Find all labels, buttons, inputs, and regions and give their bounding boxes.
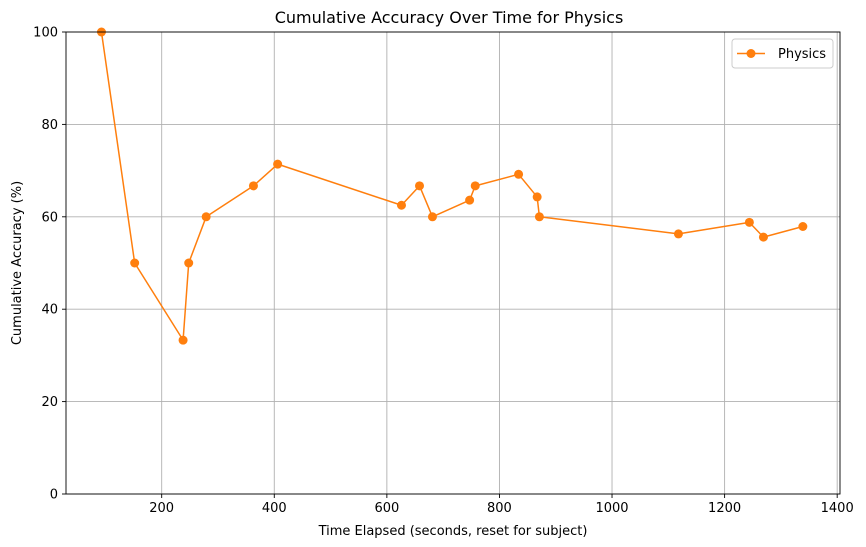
y-axis-label: Cumulative Accuracy (%) [10,181,25,345]
x-tick-label: 800 [487,501,512,516]
ticks-layer: 200 400 600 800 1000 1200 1400 0 20 40 60 80 100 [33,26,854,517]
series-line [100,31,804,341]
series-layer [96,27,808,345]
data-point [396,200,406,210]
grid-layer [66,31,840,495]
legend-label: Physics [778,47,826,62]
plot-frame [65,31,841,495]
data-point [532,192,542,202]
data-point [798,222,808,232]
y-tick-label: 60 [41,210,58,225]
x-axis-label: Time Elapsed (seconds, reset for subject… [318,524,588,539]
x-tick-label: 1200 [708,501,741,516]
legend: Physics [731,38,834,69]
y-tick-label: 0 [50,488,58,503]
x-tick-label: 400 [262,501,287,516]
data-point [415,181,425,191]
x-tick-label: 600 [374,501,399,516]
data-point [201,212,211,222]
x-tick-label: 1400 [821,501,854,516]
data-point [427,212,437,222]
data-point [273,159,283,169]
data-point [758,232,768,242]
legend-marker-icon [746,49,756,58]
data-point [178,335,188,345]
data-point [184,258,194,268]
y-tick-label: 40 [41,303,58,318]
y-tick-label: 80 [41,118,58,133]
legend-box [731,38,834,69]
y-tick-label: 20 [41,395,58,410]
data-point [744,217,754,227]
data-point [514,169,524,179]
x-tick-label: 1000 [595,501,628,516]
data-point [534,212,544,222]
data-point [465,195,475,205]
data-point [248,181,258,191]
data-point [673,229,683,239]
y-tick-label: 100 [33,26,58,41]
data-point [130,258,140,268]
data-point [470,181,480,191]
chart-title: Cumulative Accuracy Over Time for Physic… [275,8,624,27]
x-tick-label: 200 [149,501,174,516]
